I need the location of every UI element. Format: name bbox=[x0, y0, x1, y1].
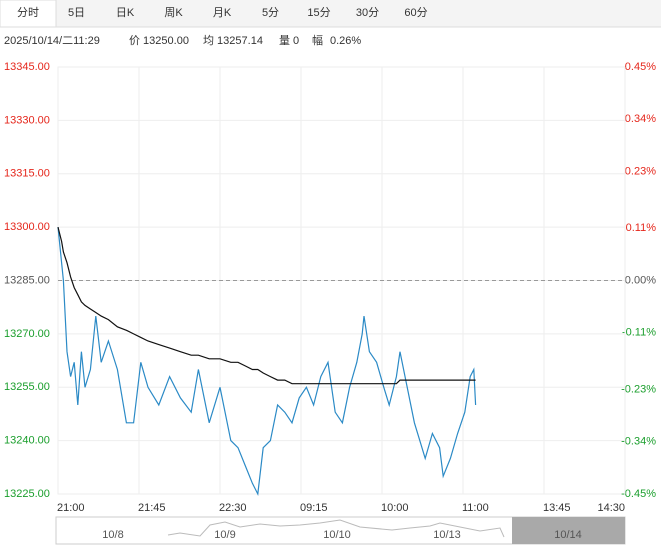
y-tick-label: 13240.00 bbox=[4, 435, 50, 447]
tab-label[interactable]: 5分 bbox=[262, 6, 279, 19]
y-tick-label: 13315.00 bbox=[4, 168, 50, 180]
series-line bbox=[57, 227, 477, 497]
info-bar: 2025/10/14/二11:29 价 13250.00 均 13257.14 量 0… bbox=[4, 34, 361, 47]
x-tick-label: 14:30 bbox=[597, 502, 625, 514]
tab-label[interactable]: 15分 bbox=[307, 6, 330, 19]
tab-label[interactable]: 周K bbox=[164, 6, 183, 19]
x-tick-label: 10:00 bbox=[381, 502, 409, 514]
active-tab[interactable] bbox=[0, 0, 57, 28]
y2-tick-label: 0.34% bbox=[625, 113, 656, 125]
tab-label[interactable]: 60分 bbox=[404, 6, 427, 19]
y2-tick-label: -0.23% bbox=[621, 384, 656, 396]
x-tick-label: 21:00 bbox=[57, 502, 85, 514]
navigator-label: 10/8 bbox=[102, 529, 123, 541]
y2-tick-label: 0.00% bbox=[625, 274, 656, 286]
navigator-label: 10/13 bbox=[433, 529, 461, 541]
series-line bbox=[57, 226, 476, 385]
tab-label[interactable]: 月K bbox=[213, 7, 232, 19]
y-tick-label: 13255.00 bbox=[4, 381, 50, 393]
y2-tick-label: 0.23% bbox=[625, 165, 656, 177]
y2-tick-label: -0.45% bbox=[621, 488, 656, 500]
y-tick-label: 13330.00 bbox=[4, 114, 50, 126]
y-tick-label: 13345.00 bbox=[4, 61, 50, 73]
navigator: 10/8 10/9 10/10 10/13 10/14 bbox=[55, 516, 626, 545]
navigator-selection[interactable] bbox=[512, 517, 625, 544]
y-tick-label: 13225.00 bbox=[4, 488, 50, 500]
info-text: 2025/10/14/二11:29 bbox=[4, 35, 100, 47]
y2-tick-label: 0.11% bbox=[626, 222, 657, 234]
tabs: 分时 5日 日K 周K 月K 5分 15分 30分 60分 bbox=[0, 0, 428, 28]
tab-label[interactable]: 分时 bbox=[17, 6, 39, 19]
plot: 13345.00 13330.00 13315.00 13300.00 13285.00… bbox=[4, 61, 656, 514]
info-text: 均 13257.14 bbox=[203, 34, 263, 47]
tab-label[interactable]: 30分 bbox=[356, 6, 379, 19]
y-tick-label: 13300.00 bbox=[4, 221, 50, 233]
navigator-label: 10/9 bbox=[214, 529, 235, 541]
navigator-line bbox=[167, 519, 505, 538]
info-text: 0.26% bbox=[330, 35, 361, 47]
y2-tick-label: -0.34% bbox=[621, 436, 656, 448]
info-text: 幅 bbox=[312, 34, 323, 47]
tab-label[interactable]: 日K bbox=[116, 7, 135, 19]
tab-bar bbox=[0, 0, 661, 27]
info-text: 量 0 bbox=[279, 34, 299, 47]
x-tick-label: 21:45 bbox=[138, 502, 166, 514]
y2-tick-label: 0.45% bbox=[625, 61, 656, 73]
x-tick-label: 22:30 bbox=[219, 502, 247, 514]
tab-label[interactable]: 5日 bbox=[68, 7, 85, 19]
y-tick-label: 13270.00 bbox=[4, 328, 50, 340]
x-tick-label: 13:45 bbox=[543, 502, 571, 514]
info-text: 价 13250.00 bbox=[129, 34, 189, 47]
navigator-label: 10/10 bbox=[323, 529, 351, 541]
x-tick-label: 11:00 bbox=[462, 502, 489, 514]
y2-tick-label: -0.11% bbox=[622, 327, 656, 339]
y-tick-label: 13285.00 bbox=[4, 274, 50, 286]
navigator-label: 10/14 bbox=[554, 529, 582, 541]
x-tick-label: 09:15 bbox=[300, 502, 328, 514]
